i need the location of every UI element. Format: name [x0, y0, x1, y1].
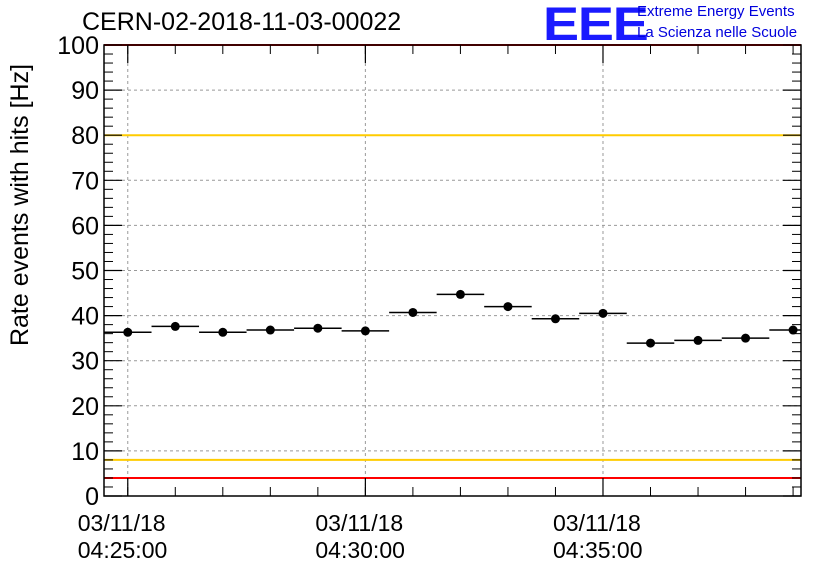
x-tick-time-label: 04:30:00	[315, 537, 405, 563]
data-point	[550, 314, 560, 324]
x-tick-date-label: 03/11/18	[78, 510, 166, 536]
eee-logo: EEE	[543, 0, 649, 50]
data-point	[741, 333, 751, 343]
y-tick-label: 60	[71, 212, 99, 240]
data-point	[693, 335, 703, 345]
run-title: CERN-02-2018-11-03-00022	[82, 8, 402, 36]
logo-subtitle-1: Extreme Energy Events	[637, 3, 795, 20]
y-tick-label: 90	[71, 77, 99, 105]
y-tick-label: 40	[71, 303, 99, 331]
x-tick-time-label: 04:35:00	[553, 537, 643, 563]
data-point	[218, 327, 228, 337]
data-point	[503, 302, 513, 312]
x-tick-time-label: 04:25:00	[78, 537, 168, 563]
grid-layer	[104, 45, 801, 496]
data-point	[646, 338, 656, 348]
y-tick-label: 50	[71, 258, 99, 286]
data-point	[123, 327, 133, 337]
data-point	[598, 308, 608, 318]
data-point	[788, 325, 798, 335]
y-axis-label: Rate events with hits [Hz]	[6, 64, 34, 346]
data-point	[170, 321, 180, 331]
data-point	[455, 289, 465, 299]
y-tick-label: 0	[85, 483, 99, 511]
reference-lines	[104, 44, 801, 479]
y-tick-label: 70	[71, 167, 99, 195]
data-point	[313, 323, 323, 333]
data-layer	[104, 289, 801, 348]
x-tick-date-label: 03/11/18	[553, 510, 641, 536]
y-tick-label: 20	[71, 393, 99, 421]
data-point	[408, 307, 418, 317]
axis-layer: 010203040506070809010003/11/1804:25:0003…	[57, 32, 801, 563]
y-tick-label: 100	[57, 32, 99, 60]
data-point	[360, 326, 370, 336]
y-tick-label: 10	[71, 438, 99, 466]
y-tick-label: 80	[71, 122, 99, 150]
x-tick-date-label: 03/11/18	[315, 510, 403, 536]
y-tick-label: 30	[71, 348, 99, 376]
logo-subtitle-2: La Scienza nelle Scuole	[637, 24, 798, 41]
data-point	[265, 325, 275, 335]
